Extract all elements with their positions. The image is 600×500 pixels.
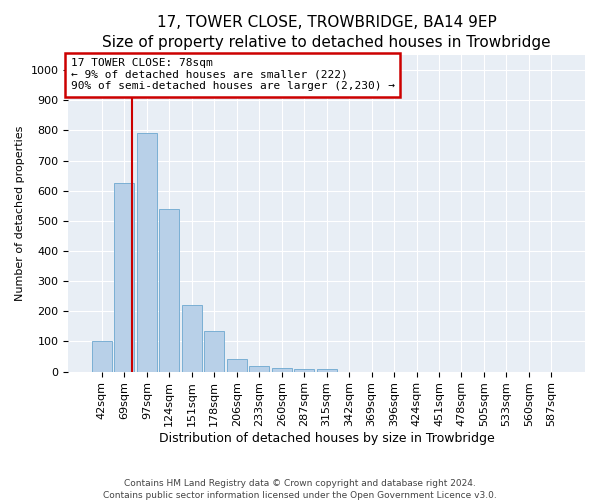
Bar [317,368,337,372]
Text: Contains HM Land Registry data © Crown copyright and database right 2024.
Contai: Contains HM Land Registry data © Crown c… [103,478,497,500]
Bar [272,368,292,372]
Bar [159,209,179,372]
Bar [182,306,202,372]
Text: 17 TOWER CLOSE: 78sqm
← 9% of detached houses are smaller (222)
90% of semi-deta: 17 TOWER CLOSE: 78sqm ← 9% of detached h… [71,58,395,92]
X-axis label: Distribution of detached houses by size in Trowbridge: Distribution of detached houses by size … [159,432,494,445]
Bar [92,341,112,372]
Bar [227,359,247,372]
Title: 17, TOWER CLOSE, TROWBRIDGE, BA14 9EP
Size of property relative to detached hous: 17, TOWER CLOSE, TROWBRIDGE, BA14 9EP Si… [103,15,551,50]
Y-axis label: Number of detached properties: Number of detached properties [15,126,25,301]
Bar [137,134,157,372]
Bar [114,183,134,372]
Bar [294,368,314,372]
Bar [249,366,269,372]
Bar [204,331,224,372]
